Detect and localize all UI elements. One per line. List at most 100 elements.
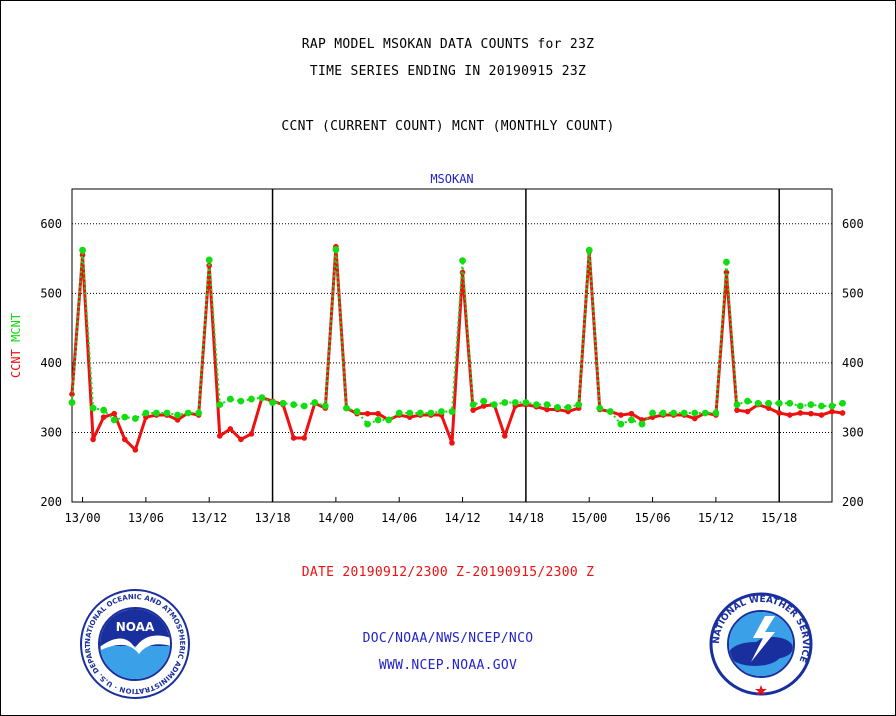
- data-point-mcnt: [490, 401, 498, 409]
- data-point-ccnt: [301, 435, 308, 441]
- data-point-mcnt: [649, 409, 656, 417]
- data-point-ccnt: [132, 447, 139, 453]
- website-link[interactable]: WWW.NCEP.NOAA.GOV: [378, 658, 518, 673]
- data-point-mcnt: [459, 257, 466, 265]
- data-point-ccnt: [786, 412, 793, 418]
- data-point-mcnt: [174, 411, 181, 419]
- data-point-mcnt: [343, 404, 350, 412]
- data-point-mcnt: [839, 399, 846, 407]
- data-point-mcnt: [807, 401, 815, 409]
- data-point-mcnt: [691, 409, 699, 417]
- data-point-mcnt: [290, 401, 298, 409]
- data-point-mcnt: [511, 399, 519, 406]
- data-point-ccnt: [628, 410, 635, 417]
- y-tick-label-left: 200: [40, 495, 62, 509]
- data-point-ccnt: [544, 406, 550, 413]
- data-point-mcnt: [670, 409, 678, 417]
- data-point-mcnt: [522, 399, 530, 406]
- data-point-mcnt: [353, 408, 361, 415]
- y-tick-label-right: 600: [842, 217, 864, 231]
- data-point-mcnt: [121, 413, 129, 421]
- data-point-ccnt: [100, 414, 107, 420]
- data-point-mcnt: [416, 409, 424, 417]
- x-tick-label: 15/18: [761, 511, 797, 525]
- data-point-mcnt: [828, 402, 836, 410]
- data-point-ccnt: [375, 410, 381, 417]
- data-point-ccnt: [480, 403, 487, 409]
- data-point-mcnt: [585, 246, 593, 254]
- data-point-mcnt: [427, 409, 435, 417]
- y-tick-label-right: 500: [842, 286, 864, 300]
- data-point-ccnt: [290, 435, 297, 441]
- data-point-mcnt: [564, 404, 572, 411]
- data-point-mcnt: [744, 397, 751, 405]
- data-point-mcnt: [110, 416, 118, 424]
- data-point-ccnt: [69, 391, 75, 397]
- data-point-ccnt: [111, 410, 118, 417]
- data-point-ccnt: [248, 431, 255, 437]
- data-point-mcnt: [216, 401, 224, 409]
- data-point-mcnt: [311, 399, 319, 406]
- data-point-mcnt: [258, 394, 266, 402]
- data-point-ccnt: [776, 410, 783, 416]
- data-point-ccnt: [174, 417, 181, 423]
- nws-star-icon: [755, 685, 767, 696]
- data-point-ccnt: [501, 433, 508, 439]
- data-point-ccnt: [90, 436, 96, 443]
- noaa-center-text: NOAA: [116, 620, 155, 634]
- data-point-mcnt: [269, 399, 276, 406]
- x-tick-label: 15/06: [634, 511, 670, 525]
- data-point-mcnt: [733, 401, 741, 409]
- data-point-mcnt: [89, 404, 97, 412]
- agency-label: DOC/NOAA/NWS/NCEP/NCO: [362, 631, 534, 646]
- data-point-mcnt: [448, 408, 456, 415]
- data-point-mcnt: [596, 404, 604, 412]
- x-tick-label: 15/00: [571, 511, 607, 525]
- data-point-mcnt: [68, 399, 76, 406]
- data-point-ccnt: [227, 426, 234, 432]
- data-point-mcnt: [554, 404, 561, 411]
- x-tick-label: 13/06: [128, 511, 164, 525]
- data-point-ccnt: [744, 408, 751, 415]
- data-point-mcnt: [184, 409, 192, 417]
- data-point-mcnt: [775, 399, 783, 407]
- data-point-mcnt: [79, 246, 86, 254]
- data-point-ccnt: [818, 412, 825, 418]
- data-point-ccnt: [797, 410, 804, 416]
- data-point-mcnt: [606, 408, 614, 415]
- data-point-ccnt: [121, 436, 128, 443]
- data-point-mcnt: [321, 402, 329, 410]
- data-point-ccnt: [765, 405, 772, 411]
- x-tick-label: 13/12: [191, 511, 227, 525]
- data-point-ccnt: [734, 407, 740, 413]
- data-point-mcnt: [543, 401, 551, 409]
- x-tick-label: 14/18: [508, 511, 544, 525]
- chart-title-line2: TIME SERIES ENDING IN 20190915 23Z: [309, 64, 587, 79]
- data-point-mcnt: [100, 406, 108, 414]
- data-point-mcnt: [638, 420, 646, 428]
- data-point-mcnt: [628, 416, 635, 424]
- data-point-mcnt: [153, 409, 160, 417]
- data-point-mcnt: [300, 402, 308, 410]
- data-point-ccnt: [449, 440, 455, 446]
- data-point-mcnt: [723, 258, 730, 266]
- data-point-mcnt: [364, 420, 371, 428]
- data-point-mcnt: [438, 408, 445, 415]
- data-point-mcnt: [226, 395, 234, 403]
- data-point-mcnt: [237, 397, 245, 405]
- data-point-mcnt: [374, 416, 382, 424]
- data-point-mcnt: [469, 401, 477, 409]
- data-point-mcnt: [818, 402, 825, 410]
- x-tick-label: 15/12: [698, 511, 734, 525]
- data-point-mcnt: [575, 401, 583, 409]
- data-point-mcnt: [533, 401, 540, 409]
- data-point-mcnt: [279, 399, 287, 407]
- x-tick-label: 14/12: [444, 511, 480, 525]
- data-point-mcnt: [195, 409, 203, 417]
- data-point-ccnt: [238, 436, 244, 443]
- data-point-mcnt: [712, 409, 720, 417]
- y-tick-label-left: 500: [40, 286, 62, 300]
- chart-subtitle: CCNT (CURRENT COUNT) MCNT (MONTHLY COUNT…: [281, 119, 615, 134]
- data-point-mcnt: [786, 399, 794, 407]
